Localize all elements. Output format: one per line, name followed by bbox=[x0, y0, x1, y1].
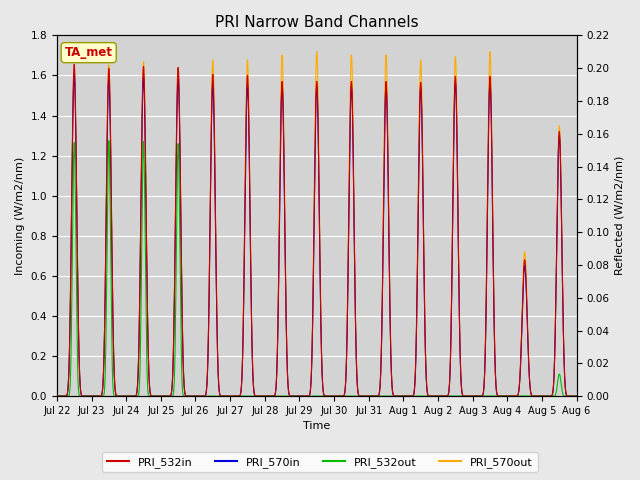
Text: TA_met: TA_met bbox=[65, 46, 113, 59]
X-axis label: Time: Time bbox=[303, 421, 330, 432]
Title: PRI Narrow Band Channels: PRI Narrow Band Channels bbox=[215, 15, 419, 30]
Legend: PRI_532in, PRI_570in, PRI_532out, PRI_570out: PRI_532in, PRI_570in, PRI_532out, PRI_57… bbox=[102, 452, 538, 472]
Y-axis label: Incoming (W/m2/nm): Incoming (W/m2/nm) bbox=[15, 156, 25, 275]
Y-axis label: Reflected (W/m2/nm): Reflected (W/m2/nm) bbox=[615, 156, 625, 276]
